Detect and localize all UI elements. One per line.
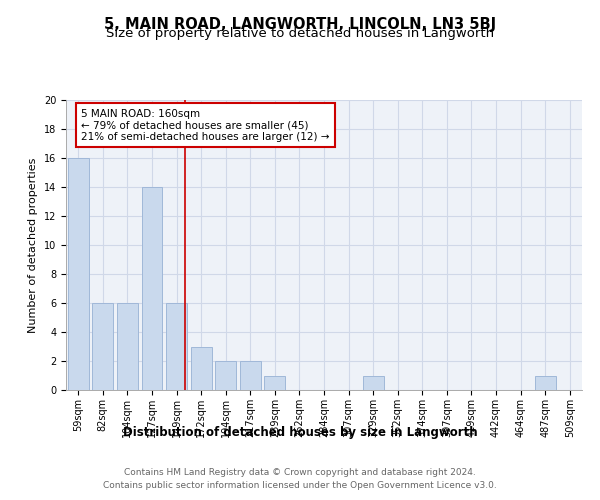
Bar [92,303,113,390]
Text: 5, MAIN ROAD, LANGWORTH, LINCOLN, LN3 5BJ: 5, MAIN ROAD, LANGWORTH, LINCOLN, LN3 5B… [104,18,496,32]
Text: 5 MAIN ROAD: 160sqm
← 79% of detached houses are smaller (45)
21% of semi-detach: 5 MAIN ROAD: 160sqm ← 79% of detached ho… [82,108,330,142]
Bar [265,376,286,390]
Y-axis label: Number of detached properties: Number of detached properties [28,158,38,332]
Text: Contains HM Land Registry data © Crown copyright and database right 2024.: Contains HM Land Registry data © Crown c… [124,468,476,477]
Text: Size of property relative to detached houses in Langworth: Size of property relative to detached ho… [106,28,494,40]
Bar [215,361,236,390]
Bar [117,303,138,390]
Bar [68,158,89,390]
Bar [166,303,187,390]
Bar [362,376,383,390]
Bar [240,361,261,390]
Text: Distribution of detached houses by size in Langworth: Distribution of detached houses by size … [122,426,478,439]
Bar [191,346,212,390]
Bar [535,376,556,390]
Bar [142,187,163,390]
Text: Contains public sector information licensed under the Open Government Licence v3: Contains public sector information licen… [103,482,497,490]
